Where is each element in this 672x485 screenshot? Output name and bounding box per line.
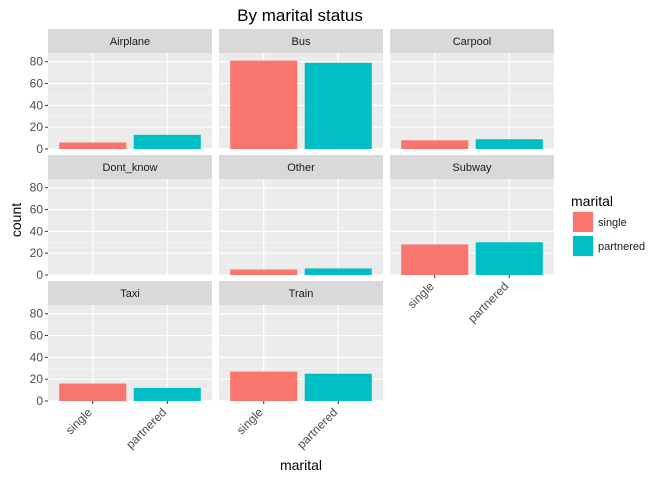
bar-single [401,244,469,275]
facet-strip-label: Dont_know [102,162,157,174]
legend-key-partnered [573,236,593,256]
facet-strip-label: Taxi [120,288,140,300]
facet-panel: Subway [390,155,554,276]
bar-partnered [304,62,372,150]
bar-partnered [304,373,372,401]
y-tick-label: 40 [30,224,44,238]
facet-strip-label: Other [287,162,315,174]
legend-title: marital [571,193,613,209]
bar-single [230,60,298,149]
y-axis-title: count [8,203,24,237]
y-tick-label: 40 [30,350,44,364]
y-tick-label: 60 [30,329,44,343]
facet-strip [48,29,212,53]
x-tick-label: single [234,405,266,437]
facet-panel: Train [219,281,383,402]
y-tick-label: 60 [30,77,44,91]
facet-strip [219,155,383,179]
x-axis-title: marital [280,457,322,473]
y-tick-label: 20 [30,372,44,386]
panel-background [390,53,554,149]
legend-label: partnered [598,241,645,253]
y-tick-label: 80 [30,181,44,195]
x-tick-label: partnered [294,405,340,451]
facet-panel: Carpool [390,29,554,150]
facet-strip [390,29,554,53]
facet-strip-label: Train [289,288,314,300]
y-tick-label: 0 [36,142,43,156]
bar-partnered [475,242,543,275]
y-tick-label: 80 [30,55,44,69]
bar-partnered [304,268,372,275]
bar-single [59,142,127,149]
x-tick-label: single [63,405,95,437]
facet-panel: Dont_know 0 20 40 60 80 [30,155,212,282]
y-tick-label: 40 [30,98,44,112]
bar-partnered [475,139,543,149]
bar-single [59,383,127,401]
x-tick-label: partnered [123,405,169,451]
facet-strip-label: Carpool [453,36,492,48]
bar-single [230,269,298,275]
facet-panel: Airplane 0 20 40 60 80 [30,29,212,156]
y-tick-label: 0 [36,394,43,408]
facet-strip [48,281,212,305]
y-tick-label: 60 [30,203,44,217]
facet-strip [219,281,383,305]
legend-key-single [573,212,593,232]
panel-background [48,53,212,149]
facet-strip [390,155,554,179]
bar-partnered [133,387,201,401]
facet-panel: Taxi 0 20 40 60 80 [30,281,212,408]
panel-background [219,179,383,275]
legend-label: single [598,217,627,229]
facet-strip-label: Subway [452,162,492,174]
facet-panel: Other [219,155,383,276]
facet-strip-label: Bus [292,36,311,48]
chart-title: By marital status [237,6,363,25]
facet-panels: Airplane 0 20 40 60 80 Bus Carpool Dont_know 0 20 4… [30,29,554,408]
y-tick-label: 20 [30,246,44,260]
y-tick-label: 80 [30,307,44,321]
bar-single [230,371,298,401]
facet-strip [219,29,383,53]
panel-background [48,179,212,275]
y-tick-label: 0 [36,268,43,282]
x-tick-label: partnered [465,279,511,325]
bar-partnered [133,134,201,149]
facet-strip-label: Airplane [110,36,150,48]
legend: marital single partnered [571,193,645,257]
bar-single [401,140,469,149]
facet-panel: Bus [219,29,383,150]
x-tick-label: single [405,279,437,311]
y-tick-label: 20 [30,120,44,134]
facet-strip [48,155,212,179]
